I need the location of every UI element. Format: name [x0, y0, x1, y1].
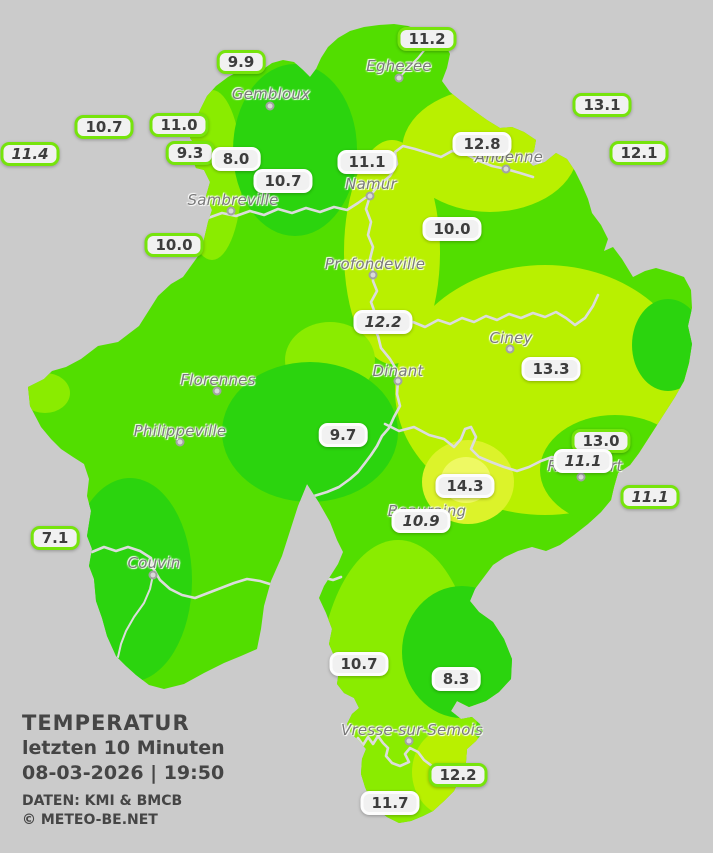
river-meuse-south: [312, 194, 402, 498]
temperature-badge: 9.9: [216, 50, 266, 74]
temperature-badge: 9.3: [165, 141, 215, 165]
temperature-badge: 11.1: [553, 449, 613, 473]
city-dot: [148, 570, 158, 580]
city-dot: [404, 736, 414, 746]
city-dot: [501, 164, 511, 174]
river-couvin-branch: [117, 574, 154, 658]
city-label: Eghezee: [366, 57, 432, 75]
temperature-badge: 10.7: [74, 115, 134, 139]
temperature-badge: 13.1: [572, 93, 632, 117]
city-dot: [212, 386, 222, 396]
temperature-badge: 10.9: [391, 509, 451, 533]
city-dot: [394, 73, 404, 83]
temperature-badge: 10.0: [144, 233, 204, 257]
temperature-badge: 7.1: [30, 526, 80, 550]
city-label: Gembloux: [231, 85, 311, 103]
temperature-region: [632, 299, 692, 391]
temperature-badge: 12.2: [428, 763, 488, 787]
temperature-region: [28, 373, 70, 413]
city-label: Sambreville: [187, 191, 279, 209]
river-sambre: [206, 194, 372, 220]
city-dot: [505, 344, 515, 354]
temperature-badge: 8.3: [431, 667, 481, 691]
title-block: TEMPERATUR letzten 10 Minuten 08-03-2026…: [22, 710, 225, 830]
temperature-badge: 11.4: [0, 142, 60, 166]
city-label: Philippeville: [133, 422, 227, 440]
city-label: Couvin: [127, 554, 181, 572]
temperature-region: [402, 586, 522, 718]
temperature-region: [233, 64, 357, 236]
city-label: Ciney: [489, 329, 533, 347]
temperature-badge: 11.0: [149, 113, 209, 137]
temperature-badge: 10.0: [422, 217, 482, 241]
city-dot: [576, 472, 586, 482]
temperature-badge: 8.0: [211, 147, 261, 171]
map-source: DATEN: KMI & BMCB: [22, 793, 183, 809]
temperature-badge: 12.1: [609, 141, 669, 165]
temperature-badge: 11.2: [397, 27, 457, 51]
map-datetime: 08-03-2026 | 19:50: [22, 762, 225, 784]
city-dot: [368, 270, 378, 280]
temperature-badge: 9.7: [318, 423, 368, 447]
city-dot: [226, 206, 236, 216]
city-dot: [393, 376, 403, 386]
map-title: TEMPERATUR: [22, 711, 190, 735]
temperature-badge: 14.3: [435, 474, 495, 498]
temperature-badge: 11.1: [620, 485, 680, 509]
city-label: Florennes: [180, 371, 256, 389]
city-label: Profondeville: [324, 255, 426, 273]
temperature-badge: 11.1: [337, 150, 397, 174]
map-copyright: © METEO-BE.NET: [22, 812, 158, 828]
city-dot: [265, 101, 275, 111]
city-dot: [175, 437, 185, 447]
city-label: Namur: [345, 175, 397, 193]
temperature-badge: 10.7: [329, 652, 389, 676]
city-label: Vresse-sur-Semois: [341, 721, 483, 739]
river-bocq: [398, 293, 600, 329]
river-lesse: [383, 422, 572, 473]
river-semois: [350, 734, 451, 771]
temperature-badge: 12.2: [353, 310, 413, 334]
temperature-region: [222, 362, 398, 502]
temperature-badge: 10.7: [253, 169, 313, 193]
temperature-badge: 11.7: [360, 791, 420, 815]
temperature-badge: 12.8: [452, 132, 512, 156]
map-subtitle: letzten 10 Minuten: [22, 737, 225, 759]
temperature-badge: 13.3: [521, 357, 581, 381]
city-dot: [365, 191, 375, 201]
temperature-region: [68, 478, 192, 682]
city-label: Dinant: [372, 362, 424, 380]
